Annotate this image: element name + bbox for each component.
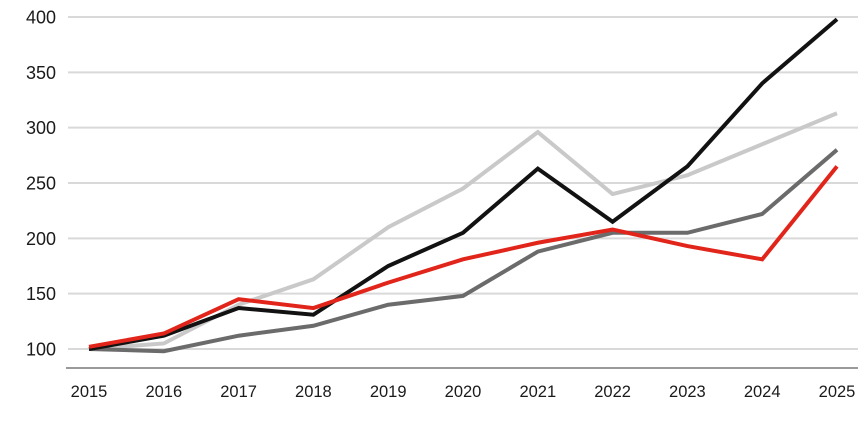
y-axis-tick-label: 400 bbox=[26, 8, 56, 28]
x-axis-tick-label: 2016 bbox=[145, 383, 182, 401]
y-axis-tick-label: 100 bbox=[26, 340, 56, 360]
y-axis-tick-label: 350 bbox=[26, 63, 56, 83]
x-axis-tick-label: 2020 bbox=[445, 383, 482, 401]
y-axis-tick-label: 300 bbox=[26, 118, 56, 138]
x-axis-tick-label: 2023 bbox=[669, 383, 706, 401]
x-axis-tick-label: 2022 bbox=[594, 383, 631, 401]
black-series-line bbox=[88, 17, 839, 351]
x-axis-tick-label: 2024 bbox=[744, 383, 781, 401]
x-axis-tick-label: 2015 bbox=[71, 383, 108, 401]
y-axis-tick-label: 200 bbox=[26, 229, 56, 249]
red-series-line bbox=[88, 165, 839, 349]
x-axis-tick-label: 2025 bbox=[819, 383, 856, 401]
x-axis-tick-label: 2019 bbox=[370, 383, 407, 401]
dark-gray-series-line bbox=[88, 148, 839, 354]
y-axis-tick-label: 250 bbox=[26, 174, 56, 194]
x-axis-tick-label: 2018 bbox=[295, 383, 332, 401]
y-axis-tick-label: 150 bbox=[26, 284, 56, 304]
x-axis-tick-label: 2017 bbox=[220, 383, 257, 401]
x-axis-tick-label: 2021 bbox=[519, 383, 556, 401]
